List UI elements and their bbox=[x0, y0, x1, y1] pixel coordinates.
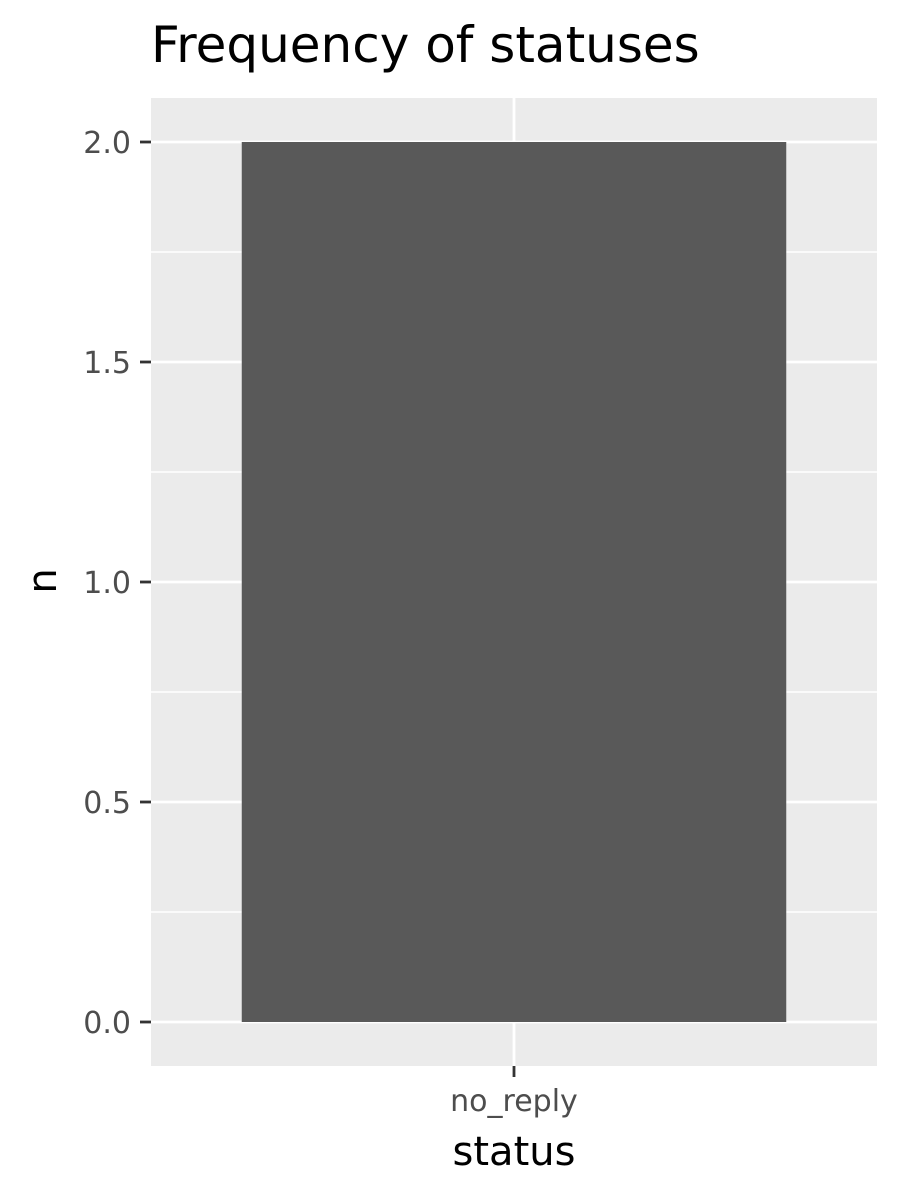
y-axis-title: n bbox=[20, 568, 66, 593]
x-tick-label: no_reply bbox=[450, 1084, 578, 1119]
y-tick-label: 2.0 bbox=[83, 126, 131, 161]
chart-title: Frequency of statuses bbox=[151, 16, 700, 74]
y-tick-label: 0.5 bbox=[83, 786, 131, 821]
y-tick-label: 1.0 bbox=[83, 566, 131, 601]
bars bbox=[241, 142, 787, 1022]
y-tick-label: 0.0 bbox=[83, 1006, 131, 1041]
y-tick-label: 1.5 bbox=[83, 346, 131, 381]
x-axis: no_reply bbox=[450, 1066, 578, 1119]
y-axis: 0.0 0.5 1.0 1.5 2.0 bbox=[83, 126, 151, 1041]
x-axis-title: status bbox=[453, 1129, 576, 1175]
bar-no_reply bbox=[241, 142, 787, 1022]
